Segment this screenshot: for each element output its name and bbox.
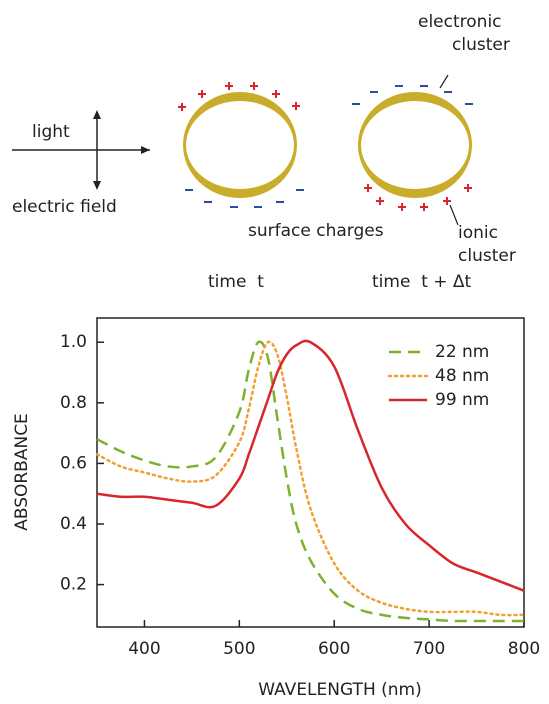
arrowhead [93,110,101,190]
x-tick-label: 500 [223,639,255,659]
y-tick-label: 1.0 [60,332,87,352]
cluster-label: electronic [418,12,502,32]
cluster-label: ionic [458,223,498,243]
time-label: time t [208,272,264,292]
arrowhead [141,146,150,154]
x-tick-label: 700 [413,639,445,659]
y-tick-label: 0.2 [60,575,87,595]
cluster-label: cluster [452,35,510,55]
x-axis-label: WAVELENGTH (nm) [258,680,421,700]
legend-label: 99 nm [435,390,489,410]
pointer [449,204,459,226]
legend-label: 22 nm [435,342,489,362]
x-tick-label: 800 [508,639,540,659]
pointer [439,74,449,89]
y-tick-label: 0.6 [60,453,87,473]
x-tick-label: 600 [318,639,350,659]
plus-signs [178,82,472,211]
x-tick-label: 400 [128,639,160,659]
particle-inner [186,101,294,189]
diagram: light electric field electronic cluster … [12,12,516,292]
particle-inner [361,101,469,189]
minus-signs [185,85,473,208]
y-tick-label: 0.8 [60,393,87,413]
plot-frame [96,317,525,628]
y-axis-label: ABSORBANCE [12,413,32,531]
legend-label: 48 nm [435,366,489,386]
field-label: electric field [12,197,117,217]
surface-charges: surface charges [248,221,384,241]
light-label: light [32,122,70,142]
y-tick-label: 0.4 [60,514,87,534]
cluster-label: cluster [458,246,516,266]
series-line [96,339,525,592]
time-label: time t + Δt [372,272,472,292]
series-line [95,340,526,617]
